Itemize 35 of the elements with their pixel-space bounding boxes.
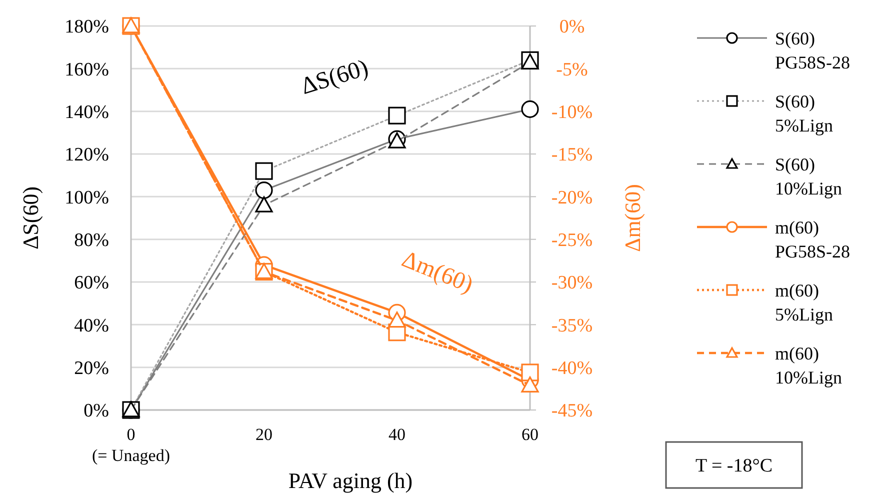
y2-tick-label: -45% <box>551 400 593 422</box>
x-tick-label: 40 <box>388 425 406 444</box>
y2-tick-label: -15% <box>551 144 593 166</box>
y2-tick-label: -40% <box>551 358 593 379</box>
y2-tick-label: -20% <box>551 187 593 208</box>
legend-label: S(60) 10%Lign <box>775 154 842 198</box>
y-tick-label: 0% <box>84 400 110 422</box>
y-tick-label: 140% <box>64 102 110 123</box>
legend-label: S(60) 5%Lign <box>775 91 833 136</box>
x-tick-label: 60 <box>522 425 538 444</box>
legend-label: S(60) PG58S-28 <box>775 28 850 72</box>
legend-label: m(60) 10%Lign <box>775 343 842 388</box>
y-axis-title: ΔS(60) <box>18 186 43 250</box>
y-tick-label: 60% <box>74 272 110 294</box>
y2-tick-label: -5% <box>556 59 588 80</box>
legend-label: m(60) PG58S-28 <box>775 217 850 262</box>
y-tick-label: 120% <box>64 144 110 166</box>
text: T = -18°C <box>695 456 773 477</box>
annotation: ΔS(60) <box>298 55 372 100</box>
y2-tick-label: 0% <box>559 16 585 38</box>
x-tick-label: 0 (= Unaged) <box>92 425 170 465</box>
y2-tick-label: -25% <box>551 230 593 251</box>
y-tick-label: 180% <box>64 16 110 38</box>
y-tick-label: 40% <box>74 315 110 336</box>
y2-tick-label: -10% <box>551 102 593 123</box>
y-tick-label: 100% <box>64 187 110 208</box>
y-tick-label: 20% <box>74 358 110 379</box>
y-tick-label: 160% <box>64 59 110 80</box>
y2-axis-title: Δm(60) <box>620 184 645 252</box>
x-axis-title: PAV aging (h) <box>288 468 413 493</box>
y2-tick-label: -35% <box>551 315 593 336</box>
y2-tick-label: -30% <box>551 272 593 294</box>
legend-label: m(60) 5%Lign <box>775 280 833 324</box>
x-tick-label: 20 <box>256 425 272 444</box>
y-tick-label: 80% <box>74 230 110 251</box>
